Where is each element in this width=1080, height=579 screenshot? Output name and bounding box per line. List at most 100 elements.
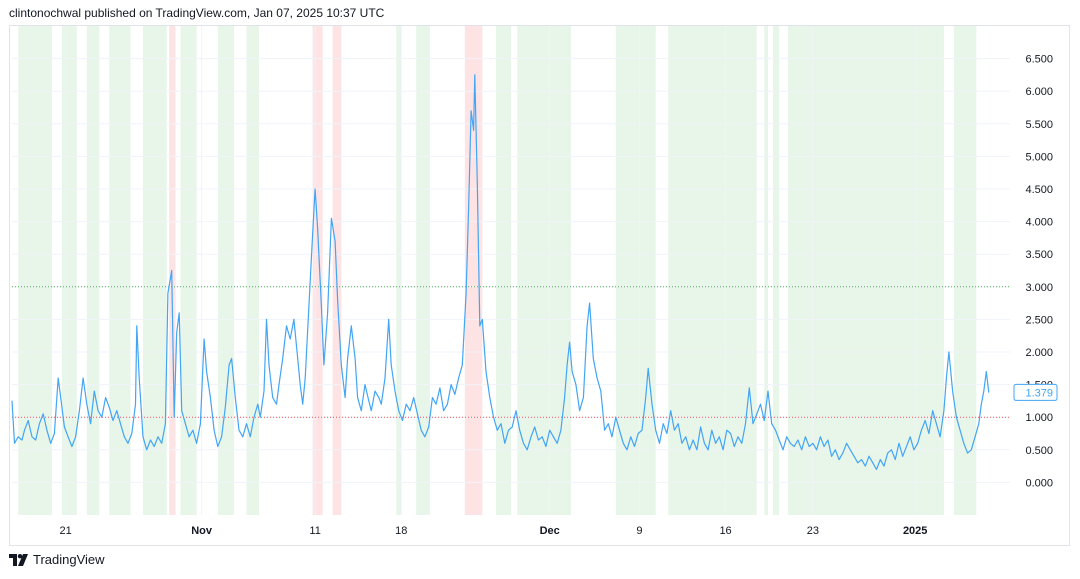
value-line	[11, 74, 990, 470]
data-point-224	[797, 439, 799, 441]
data-point-228	[812, 442, 814, 444]
green-band-12	[615, 26, 656, 515]
y-tick-label-9: 4.500	[1025, 184, 1053, 196]
data-point-47	[176, 332, 178, 333]
data-point-196	[692, 439, 694, 441]
data-point-8	[39, 423, 40, 425]
data-point-14	[60, 397, 62, 399]
data-point-158	[556, 442, 558, 444]
data-point-28	[112, 420, 114, 421]
data-point-149	[523, 442, 524, 444]
data-point-245	[876, 468, 877, 470]
data-point-65	[238, 429, 240, 431]
data-point-55	[203, 338, 205, 340]
data-point-7	[35, 439, 37, 441]
data-point-116	[409, 410, 411, 412]
data-point-31	[123, 436, 125, 438]
data-point-239	[853, 455, 855, 457]
x-tick-label-2: 11	[309, 525, 320, 537]
data-point-265	[948, 351, 950, 353]
data-point-218	[775, 429, 776, 431]
data-point-2	[17, 436, 19, 438]
data-point-46	[173, 416, 175, 418]
data-point-189	[666, 433, 668, 434]
y-tick-label-6: 3.000	[1025, 282, 1053, 294]
data-point-11	[50, 442, 52, 444]
data-point-124	[439, 387, 441, 389]
data-point-90	[320, 305, 322, 307]
data-point-88	[314, 188, 316, 190]
x-tick-label-6: 16	[719, 525, 731, 537]
data-point-72	[263, 390, 265, 392]
data-point-56	[206, 371, 208, 372]
green-band-5	[180, 26, 197, 515]
green-band-9	[416, 26, 430, 515]
data-point-198	[700, 426, 702, 428]
data-point-89	[317, 227, 319, 229]
data-point-68	[249, 436, 251, 438]
data-point-94	[334, 240, 336, 242]
green-band-14	[764, 26, 768, 515]
data-point-192	[677, 423, 679, 425]
x-tick-label-4: Dec	[540, 525, 560, 537]
data-point-182	[641, 429, 643, 431]
data-point-238	[849, 449, 851, 451]
data-point-4	[24, 429, 25, 431]
data-point-240	[857, 462, 859, 464]
data-point-121	[428, 426, 430, 428]
data-point-44	[167, 292, 169, 294]
data-point-143	[500, 423, 502, 425]
data-point-20	[82, 377, 84, 379]
x-tick-label-7: 23	[807, 525, 819, 537]
red-band-3	[464, 26, 483, 515]
data-point-19	[78, 410, 80, 412]
data-point-267	[955, 416, 957, 418]
data-point-191	[674, 429, 675, 431]
data-point-36	[138, 377, 140, 379]
y-tick-label-10: 5.000	[1025, 151, 1053, 163]
data-point-252	[902, 455, 904, 457]
data-point-260	[932, 410, 934, 412]
data-point-69	[253, 416, 255, 418]
data-point-226	[805, 436, 806, 438]
data-point-215	[763, 420, 765, 421]
data-point-109	[384, 377, 386, 379]
green-band-16	[787, 26, 944, 515]
data-point-150	[526, 449, 528, 451]
data-point-91	[323, 364, 325, 366]
data-point-57	[209, 397, 211, 399]
data-point-92	[327, 312, 329, 314]
y-tick-label-11: 5.500	[1025, 119, 1053, 131]
y-tick-label-5: 2.500	[1025, 314, 1053, 326]
data-point-264	[945, 377, 947, 379]
data-point-170	[596, 377, 598, 379]
data-point-133	[470, 110, 472, 112]
data-point-176	[619, 429, 620, 431]
data-point-76	[276, 403, 277, 405]
data-point-177	[622, 442, 624, 444]
data-point-172	[604, 429, 605, 431]
data-point-153	[538, 439, 539, 441]
data-point-262	[939, 436, 941, 438]
data-point-255	[913, 449, 915, 451]
data-point-13	[57, 377, 59, 379]
data-point-23	[93, 390, 95, 392]
data-point-74	[268, 364, 270, 366]
data-point-145	[508, 429, 509, 431]
data-point-175	[615, 416, 617, 418]
data-point-214	[760, 403, 761, 405]
y-tick-label-0: 0.000	[1025, 477, 1053, 489]
data-point-186	[655, 429, 657, 431]
data-point-27	[108, 407, 110, 408]
data-point-15	[63, 426, 65, 428]
data-point-203	[718, 436, 720, 438]
data-point-256	[917, 442, 919, 444]
data-point-254	[909, 436, 911, 438]
data-point-6	[31, 436, 33, 438]
data-point-154	[541, 436, 543, 438]
data-point-219	[778, 439, 780, 441]
data-point-269	[963, 442, 965, 444]
green-band-8	[396, 26, 402, 515]
series-layer	[11, 74, 990, 470]
